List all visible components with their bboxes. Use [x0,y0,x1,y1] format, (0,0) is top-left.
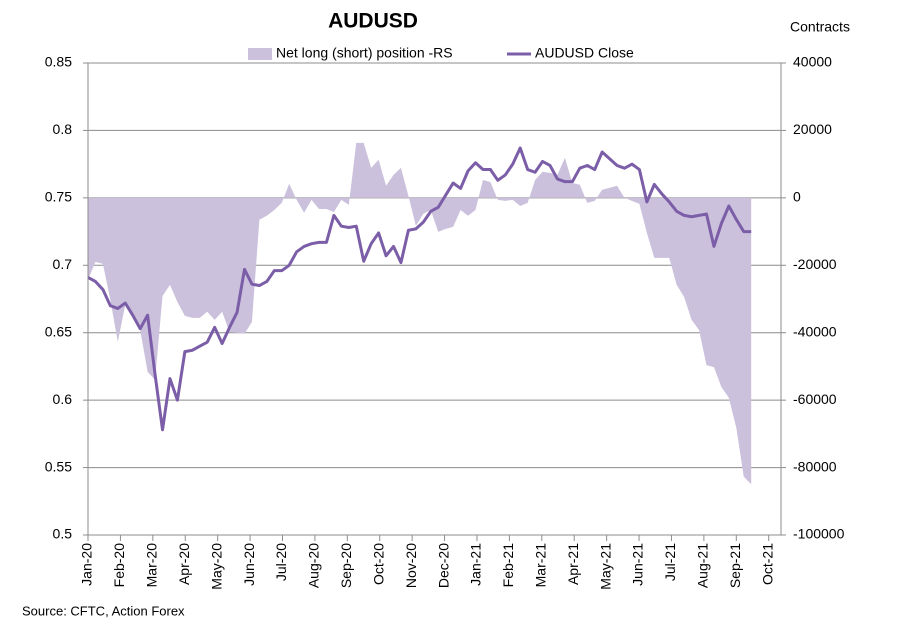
y-tick-label: 0.85 [45,54,72,70]
plot-data [87,142,752,485]
chart-title: AUDUSD [328,10,418,33]
x-tick-label: Aug-21 [695,543,711,588]
y2-tick-label: 20000 [793,121,832,137]
y-tick-label: 0.65 [45,323,72,339]
x-tick-label: Sep-21 [727,543,743,588]
area [88,142,752,485]
x-tick-label: Jun-20 [241,543,257,586]
y2-tick-label: -60000 [793,391,837,407]
x-tick-label: Jun-21 [630,543,646,586]
y2-tick-label: 40000 [793,54,832,70]
y2-tick-label: -20000 [793,256,837,272]
x-tick-label: Sep-20 [338,543,354,588]
x-tick-label: Feb-20 [111,543,127,588]
x-tick-label: Apr-20 [176,543,192,585]
y-tick-label: 0.6 [53,391,73,407]
y2-tick-label: -40000 [793,323,837,339]
axes: 0.5 0.55 0.6 0.65 0.7 0.75 0.8 0.85 -100000 -8000… [45,54,845,590]
legend-label: Net long (short) position -RS [276,45,453,61]
y-tick-label: 0.7 [53,256,73,272]
legend: Net long (short) position -RS AUDUSD Clos… [248,45,634,61]
x-tick-label: Dec-20 [435,543,451,588]
x-tick-label: May-20 [208,543,224,590]
y-tick-label: 0.75 [45,189,72,205]
x-tick-label: Feb-21 [500,543,516,588]
line [87,146,752,432]
x-tick-label: Oct-21 [759,543,775,585]
y2-tick-label: -80000 [793,458,837,474]
x-tick-label: Apr-21 [565,543,581,585]
legend-swatch [248,48,272,60]
x-tick-label: Jul-21 [662,543,678,581]
x-tick-label: Jul-20 [273,543,289,581]
x-tick-label: Nov-20 [403,543,419,588]
x-tick-label: May-21 [597,543,613,590]
x-tick-label: Oct-20 [370,543,386,585]
x-tick-label: Mar-21 [533,543,549,588]
y-tick-label: 0.5 [53,526,73,542]
x-tick-label: Aug-20 [306,543,322,588]
y2-axis-label: Contracts [790,19,850,35]
y2-tick-label: 0 [793,189,801,205]
y-tick-label: 0.55 [45,458,72,474]
source-note: Source: CFTC, Action Forex [22,603,185,618]
x-tick-label: Jan-20 [79,543,95,586]
x-tick-label: Mar-20 [144,543,160,588]
x-tick-label: Jan-21 [468,543,484,586]
legend-label: AUDUSD Close [535,45,634,61]
y2-tick-label: -100000 [793,526,845,542]
y-tick-label: 0.8 [53,121,73,137]
